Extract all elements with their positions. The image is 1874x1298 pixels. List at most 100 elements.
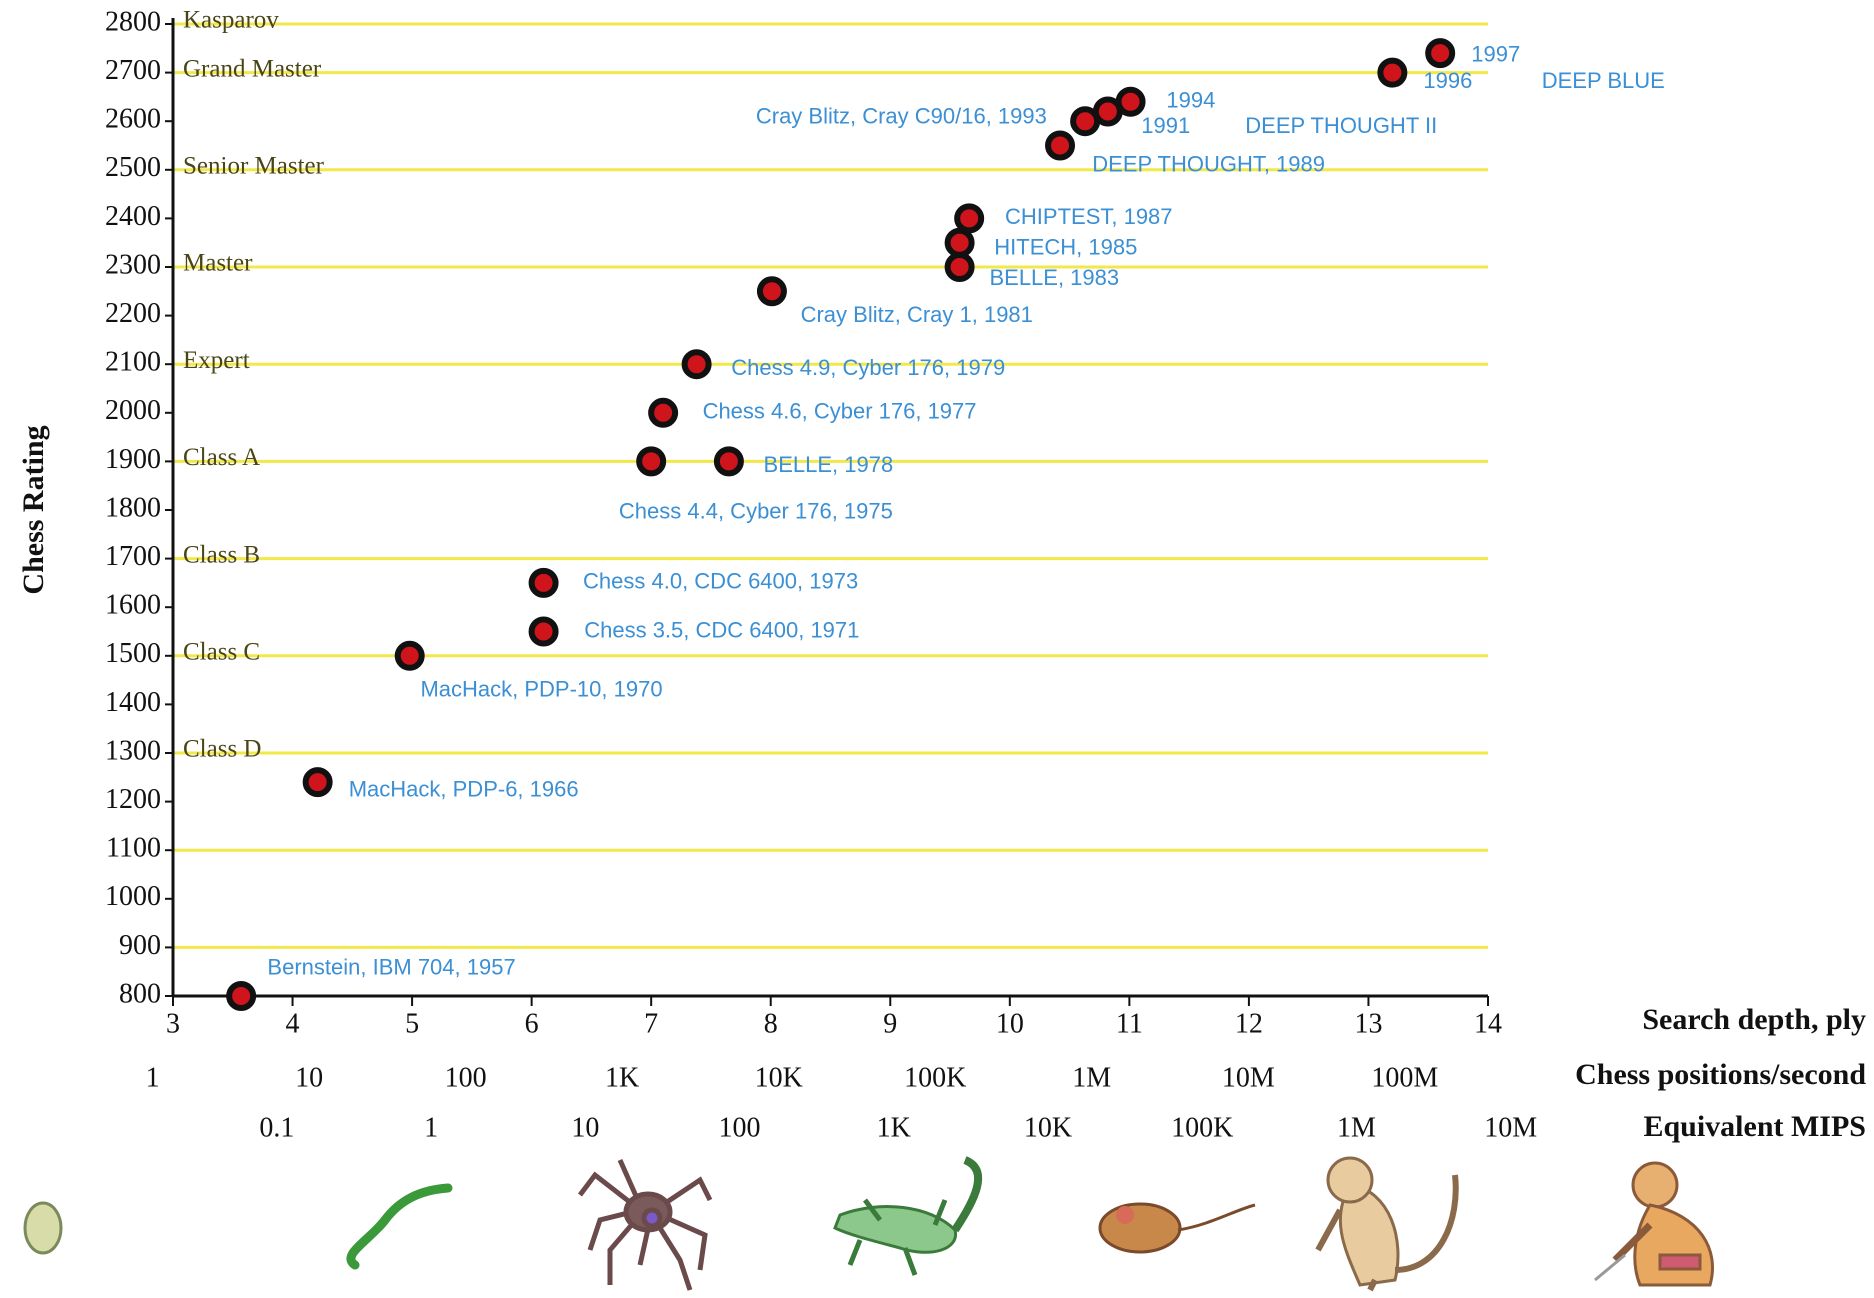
y-tick-label: 2500 [105, 152, 161, 183]
y-tick-label: 1300 [105, 735, 161, 766]
worm-icon [346, 1183, 453, 1270]
point-label: Bernstein, IBM 704, 1957 [267, 954, 515, 979]
point-label: 1996 [1423, 68, 1472, 93]
secondary-tick-label: 10 [295, 1062, 323, 1093]
secondary-tick-label: 10 [571, 1112, 599, 1143]
marker [1115, 86, 1146, 117]
y-tick-label: 1900 [105, 444, 161, 475]
point-label: 1997 [1471, 41, 1520, 66]
data-point: Cray Blitz, Cray C90/16, 1993 [756, 103, 1101, 137]
secondary-tick-label: 10M [1484, 1112, 1537, 1143]
x-tick-label: 14 [1474, 1008, 1502, 1039]
y-tick-label: 1700 [105, 541, 161, 572]
secondary-axis-title: Equivalent MIPS [1643, 1110, 1866, 1143]
y-tick-label: 1600 [105, 590, 161, 621]
level-label: Class A [183, 444, 260, 471]
secondary-tick-label: 10K [755, 1062, 803, 1093]
x-tick-label: 8 [764, 1008, 778, 1039]
secondary-tick-label: 100K [904, 1062, 966, 1093]
x-tick-label: 10 [996, 1008, 1024, 1039]
point-label: MacHack, PDP-6, 1966 [349, 776, 579, 801]
data-point: CHIPTEST, 1987 [954, 203, 1173, 234]
y-tick-label: 2200 [105, 298, 161, 329]
level-label: Kasparov [183, 7, 279, 34]
marker [713, 446, 744, 477]
marker [944, 227, 975, 258]
point-label: DEEP THOUGHT, 1989 [1092, 152, 1325, 177]
y-tick-label: 2300 [105, 249, 161, 280]
level-label: Class C [183, 639, 260, 666]
point-label: Cray Blitz, Cray C90/16, 1993 [756, 103, 1047, 128]
point-label: Chess 4.6, Cyber 176, 1977 [703, 399, 977, 424]
secondary-tick-label: 1 [424, 1112, 438, 1143]
x-tick-label: 13 [1354, 1008, 1382, 1039]
monkey-icon [1315, 1156, 1459, 1292]
marker [1425, 38, 1456, 69]
egg-icon [23, 1201, 63, 1255]
secondary-tick-label: 100 [719, 1112, 761, 1143]
y-axis-title: Chess Rating [17, 425, 50, 594]
data-point: Bernstein, IBM 704, 1957 [226, 954, 516, 1011]
x-tick-label: 4 [286, 1008, 300, 1039]
lizard-icon [833, 1156, 983, 1276]
point-label: 1991 [1141, 113, 1190, 138]
marker [681, 349, 712, 380]
secondary-tick-label: 0.1 [259, 1112, 294, 1143]
level-label: Class B [183, 541, 260, 568]
secondary-tick-label: 1K [877, 1112, 911, 1143]
annotation: DEEP BLUE [1542, 68, 1665, 93]
y-tick-label: 900 [119, 930, 161, 961]
x-tick-label: 5 [405, 1008, 419, 1039]
data-point: Chess 4.0, CDC 6400, 1973 [528, 567, 858, 598]
point-label: Chess 4.0, CDC 6400, 1973 [583, 569, 858, 594]
secondary-tick-label: 10M [1222, 1062, 1275, 1093]
data-point: MacHack, PDP-10, 1970 [394, 640, 663, 701]
mouse-icon [1098, 1202, 1256, 1254]
marker [226, 981, 257, 1011]
spider-icon [578, 1158, 713, 1291]
y-tick-label: 2600 [105, 104, 161, 135]
point-label: Cray Blitz, Cray 1, 1981 [801, 302, 1033, 327]
marker [648, 397, 679, 428]
secondary-tick-label: 100 [445, 1062, 487, 1093]
point-label: BELLE, 1983 [989, 265, 1119, 290]
data-point: MacHack, PDP-6, 1966 [302, 767, 579, 801]
marker [528, 616, 559, 647]
marker [954, 203, 985, 234]
marker [636, 446, 667, 477]
annotation: DEEP THOUGHT II [1245, 113, 1437, 138]
secondary-tick-label: 1M [1072, 1062, 1111, 1093]
data-point: 1997 [1425, 38, 1520, 69]
y-tick-label: 1500 [105, 638, 161, 669]
secondary-tick-label: 100K [1171, 1112, 1233, 1143]
x-tick-label: 11 [1116, 1008, 1143, 1039]
data-point: 1996 [1377, 57, 1472, 93]
point-label: Chess 4.4, Cyber 176, 1975 [619, 499, 893, 524]
marker [302, 767, 333, 798]
secondary-axis-title: Chess positions/second [1575, 1058, 1866, 1091]
marker [756, 276, 787, 307]
marker [1045, 130, 1076, 161]
data-point: Chess 4.4, Cyber 176, 1975 [619, 446, 893, 524]
y-tick-label: 1000 [105, 881, 161, 912]
data-point: Chess 4.6, Cyber 176, 1977 [648, 397, 977, 428]
secondary-tick-label: 100M [1371, 1062, 1438, 1093]
point-label: BELLE, 1978 [764, 452, 894, 477]
point-label: CHIPTEST, 1987 [1005, 204, 1173, 229]
point-label: HITECH, 1985 [994, 234, 1137, 259]
secondary-tick-label: 1 [146, 1062, 160, 1093]
x-axis-title: Search depth, ply [1642, 1003, 1866, 1036]
x-tick-label: 3 [166, 1008, 180, 1039]
y-tick-label: 2800 [105, 6, 161, 37]
point-label: Chess 4.9, Cyber 176, 1979 [731, 355, 1005, 380]
secondary-tick-label: 1K [605, 1062, 639, 1093]
data-point: Chess 3.5, CDC 6400, 1971 [528, 616, 859, 647]
human-icon [1594, 1161, 1714, 1287]
level-label: Expert [183, 347, 250, 374]
x-tick-label: 12 [1235, 1008, 1263, 1039]
secondary-tick-label: 10K [1024, 1112, 1072, 1143]
marker [1377, 57, 1408, 88]
level-label: Grand Master [183, 55, 322, 82]
y-tick-label: 1200 [105, 784, 161, 815]
